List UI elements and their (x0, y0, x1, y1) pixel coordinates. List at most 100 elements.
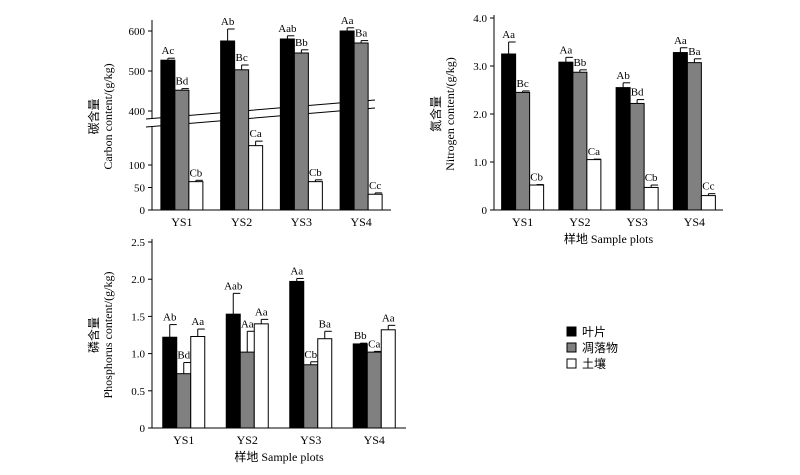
carbon-bar-soil (188, 181, 204, 211)
phosphorus-bar-leaf (162, 336, 178, 429)
nitrogen-significance-label: Ba (688, 46, 700, 58)
nitrogen-category-label: YS4 (684, 215, 705, 229)
nitrogen-bar-soil (529, 184, 545, 211)
nitrogen-significance-label: Ca (588, 146, 600, 158)
carbon-ylabel: Carbon content/(g/kg) (101, 63, 115, 169)
carbon-significance-label: Cc (369, 180, 381, 192)
phosphorus-bar-soil (190, 335, 206, 429)
nitrogen-significance-label: Aa (674, 35, 687, 47)
phosphorus-significance-label: Aa (255, 306, 268, 318)
nitrogen-ytick-label: 0 (482, 205, 488, 217)
carbon-ytick-label: 50 (134, 183, 146, 195)
nitrogen-significance-label: Bc (517, 78, 529, 90)
nitrogen-ytick-label: 1.0 (473, 157, 487, 169)
phosphorus-ylabel: Phosphorus content/(g/kg) (101, 272, 115, 399)
nitrogen-significance-label: Bd (631, 87, 644, 99)
phosphorus-bar-leaf (289, 280, 305, 429)
nitrogen-significance-label: Aa (559, 44, 572, 56)
nitrogen-bar-leaf (672, 52, 688, 211)
phosphorus-category-label: YS1 (173, 433, 194, 447)
nitrogen-bar-litter (629, 102, 645, 211)
carbon-category-label: YS4 (350, 215, 371, 229)
nitrogen-significance-label: Bb (573, 57, 586, 69)
carbon-bar-soil (307, 181, 323, 211)
nitrogen-xlabel: 样地 Sample plots (564, 231, 654, 246)
carbon-bar-soil (367, 193, 383, 211)
carbon-ytick-label: 500 (129, 66, 146, 78)
phosphorus-ytick-label: 0.5 (131, 386, 145, 398)
nitrogen-ytick-label: 2.0 (473, 109, 487, 121)
carbon-category-label: YS1 (171, 215, 192, 229)
phosphorus-category-label: YS4 (364, 433, 385, 447)
carbon-bar-leaf (339, 30, 355, 211)
phosphorus-significance-label: Aa (290, 265, 303, 277)
phosphorus-bar-leaf (225, 313, 241, 429)
carbon-ytick-label: 0 (140, 205, 146, 217)
carbon-bar-litter (293, 52, 309, 211)
nitrogen-bar-soil (643, 186, 659, 211)
carbon-bar-litter (174, 89, 190, 211)
nitrogen-bar-litter (686, 62, 702, 211)
carbon-ytick-label: 600 (129, 26, 146, 38)
carbon-significance-label: Aa (341, 15, 354, 27)
carbon-significance-label: Ba (355, 28, 367, 40)
carbon-significance-label: Cb (309, 167, 322, 179)
phosphorus-significance-label: Ba (319, 318, 331, 330)
carbon-ytick-label: 400 (129, 106, 146, 118)
nitrogen-bar-leaf (615, 87, 631, 211)
nitrogen-ytick-label: 4.0 (473, 13, 487, 25)
carbon-ytick-label: 100 (129, 160, 146, 172)
phosphorus-ytick-label: 2.0 (131, 274, 145, 286)
phosphorus-significance-label: Aab (224, 280, 243, 292)
nitrogen-ylabel-cn: 氮含量 (428, 96, 443, 132)
carbon-significance-label: Ab (221, 16, 235, 28)
carbon-bar-leaf (279, 38, 295, 211)
phosphorus-xlabel: 样地 Sample plots (234, 449, 324, 464)
phosphorus-bar-soil (380, 329, 396, 429)
carbon-significance-label: Aab (278, 23, 297, 35)
phosphorus-ylabel-cn: 磷含量 (86, 317, 101, 353)
phosphorus-bar-litter (176, 373, 192, 429)
phosphorus-significance-label: Bb (354, 330, 367, 342)
carbon-ylabel-cn: 碳含量 (86, 98, 101, 134)
nitrogen-category-label: YS2 (569, 215, 590, 229)
carbon-bar-soil (248, 145, 264, 211)
carbon-significance-label: Bd (175, 76, 188, 88)
carbon-significance-label: Bc (236, 52, 248, 64)
nitrogen-ylabel: Nitrogen content/(g/kg) (443, 57, 457, 171)
phosphorus-ytick-label: 0 (140, 423, 146, 435)
nitrogen-bar-soil (700, 195, 716, 211)
nitrogen-significance-label: Cb (530, 172, 543, 184)
phosphorus-bar-soil (317, 338, 333, 429)
carbon-bar-litter (353, 42, 369, 211)
phosphorus-category-label: YS2 (237, 433, 258, 447)
nitrogen-ytick-label: 3.0 (473, 61, 487, 73)
phosphorus-ytick-label: 1.5 (131, 311, 145, 323)
nitrogen-category-label: YS1 (512, 215, 533, 229)
phosphorus-significance-label: Bd (177, 350, 190, 362)
carbon-significance-label: Bb (295, 37, 308, 49)
phosphorus-significance-label: Cb (304, 349, 317, 361)
phosphorus-ytick-label: 1.0 (131, 349, 145, 361)
phosphorus-ytick-label: 2.5 (131, 237, 145, 249)
phosphorus-bar-leaf (352, 343, 368, 429)
phosphorus-significance-label: Aa (382, 312, 395, 324)
phosphorus-significance-label: Aa (191, 316, 204, 328)
nitrogen-significance-label: Cb (645, 172, 658, 184)
phosphorus-bar-litter (366, 351, 382, 429)
phosphorus-bar-soil (253, 323, 269, 429)
carbon-significance-label: Ac (161, 45, 174, 57)
carbon-significance-label: Ca (250, 128, 262, 140)
nitrogen-bar-litter (572, 71, 588, 211)
nitrogen-bar-soil (586, 159, 602, 211)
carbon-bar-litter (234, 69, 250, 211)
nitrogen-significance-label: Ab (616, 70, 630, 82)
phosphorus-bar-litter (303, 364, 319, 429)
axis-break-band (146, 100, 375, 127)
phosphorus-bar-litter (239, 351, 255, 429)
phosphorus-significance-label: Ab (163, 312, 177, 324)
nitrogen-bar-leaf (558, 61, 574, 211)
carbon-bar-leaf (160, 59, 176, 211)
carbon-bar-leaf (220, 40, 236, 211)
